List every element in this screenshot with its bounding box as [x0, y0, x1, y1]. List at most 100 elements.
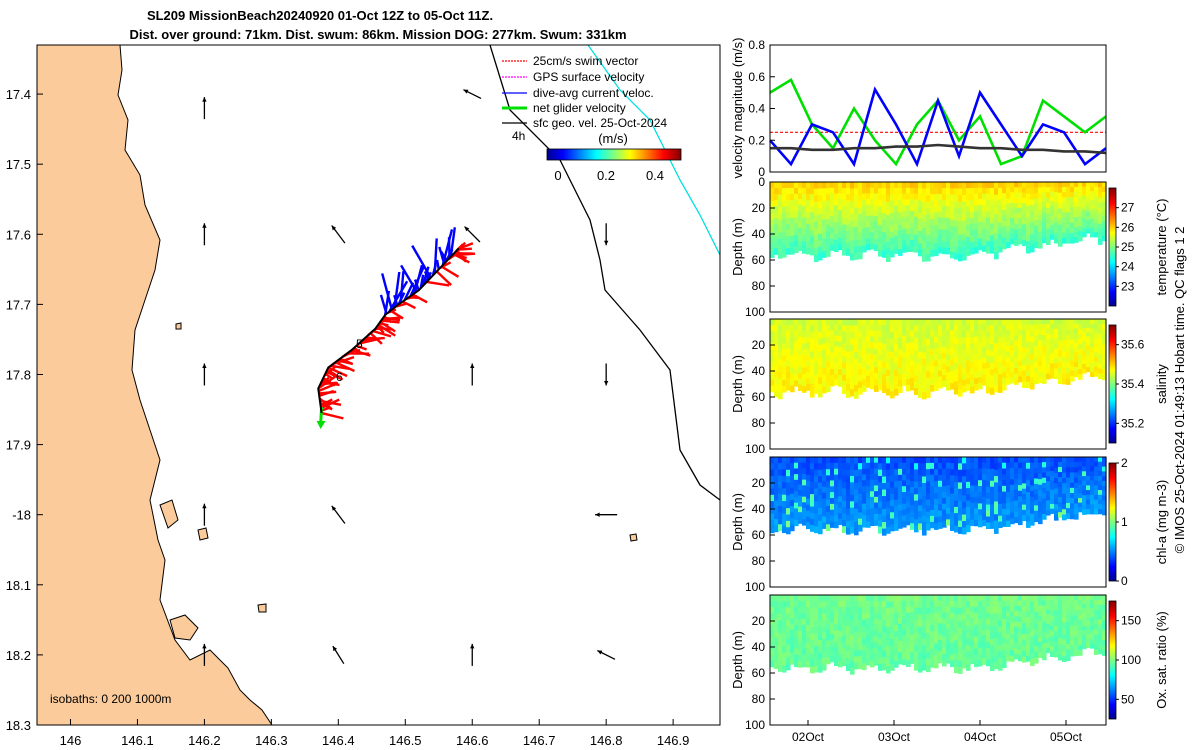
section-cell — [794, 462, 799, 470]
section-cell — [1026, 633, 1031, 640]
section-cell — [1046, 213, 1051, 219]
swim-vector — [440, 265, 460, 278]
section-cell — [798, 637, 803, 644]
section-cell — [922, 372, 927, 380]
section-cell — [786, 212, 791, 219]
map-x-ticks: 146 146.1 146.2 146.3 146.4 146.5 146.6 146.7 14… — [60, 719, 689, 748]
dive-avg-vector — [440, 250, 448, 262]
section-cell — [838, 462, 843, 469]
section-cell — [770, 207, 775, 214]
section-cell — [878, 607, 883, 615]
section-cell — [1098, 358, 1103, 365]
section-cell — [986, 606, 991, 614]
section-cell — [902, 346, 907, 353]
section-cell — [866, 480, 871, 487]
section-cell — [818, 377, 823, 385]
section-cell — [790, 487, 795, 495]
section-cell — [1030, 216, 1035, 224]
section-cell — [918, 206, 923, 214]
section-cell — [934, 336, 939, 344]
section-cell — [878, 319, 883, 326]
section-cell — [1098, 197, 1103, 204]
section-cell — [934, 613, 939, 620]
section-cell — [846, 601, 851, 609]
section-cell — [1066, 237, 1071, 244]
section-cell — [954, 188, 959, 196]
section-cell — [894, 601, 899, 608]
section-cell — [954, 666, 959, 674]
section-cell — [974, 241, 979, 248]
section-cell — [866, 497, 871, 505]
section-cell — [838, 369, 843, 376]
section-cell — [966, 182, 971, 189]
section-cell — [858, 362, 863, 370]
section-cell — [1098, 508, 1103, 515]
section-cell — [838, 210, 843, 217]
section-cell — [794, 341, 799, 348]
section-cell — [822, 663, 827, 671]
section-cell — [926, 646, 931, 653]
section-cell — [1098, 648, 1103, 655]
section-cell — [886, 526, 891, 534]
map-x-tick-label: 146.1 — [121, 733, 154, 748]
section-cell — [942, 247, 947, 255]
section-cell — [870, 193, 875, 200]
section-cell — [854, 214, 859, 222]
section-cell — [798, 360, 803, 368]
section-cell — [814, 646, 819, 654]
section-cell — [970, 355, 975, 363]
section-cell — [1074, 605, 1079, 611]
section-cell — [1026, 319, 1031, 326]
swim-vector — [355, 344, 368, 351]
section-cell — [1090, 494, 1095, 501]
section-cell — [826, 595, 831, 602]
section-cell — [1054, 333, 1059, 340]
footer-credit: © IMOS 25-Oct-2024 01:49:13 Hobart time.… — [1172, 227, 1187, 554]
section-cell — [1090, 200, 1095, 206]
section-cell — [906, 372, 911, 380]
section-cell — [898, 474, 903, 482]
section-cell — [1010, 473, 1015, 480]
section-cell — [966, 663, 971, 671]
section-cell — [1062, 600, 1067, 607]
section-cell — [790, 373, 795, 381]
section-cell — [814, 595, 819, 603]
section-cell — [1070, 508, 1075, 515]
section-cell — [814, 463, 819, 471]
section-cell — [1030, 462, 1035, 469]
section-cell — [1010, 633, 1015, 640]
section-cell — [982, 646, 987, 654]
section-cell — [810, 230, 815, 238]
section-cell — [810, 383, 815, 392]
section-cell — [858, 375, 863, 383]
section-cell — [1002, 378, 1007, 385]
section-cell — [786, 348, 791, 356]
section-cell — [826, 355, 831, 362]
section-cell — [870, 204, 875, 211]
section-cell — [818, 633, 823, 641]
section-cell — [834, 210, 839, 218]
section-cell — [818, 595, 823, 603]
section-cell — [1070, 370, 1075, 377]
section-cell — [994, 514, 999, 522]
section-cell — [910, 612, 915, 619]
section-cell — [1046, 368, 1051, 375]
section-cell — [938, 359, 943, 366]
section-cell — [906, 600, 911, 608]
section-colorbar — [1108, 600, 1117, 720]
section-cell — [1006, 611, 1011, 618]
section-cell — [1034, 623, 1039, 630]
section-cell — [1058, 182, 1063, 188]
section-cell — [958, 376, 963, 384]
coastline-land — [37, 45, 273, 725]
section-cell — [770, 244, 775, 252]
section-cell — [778, 645, 783, 653]
section-cell — [962, 319, 967, 326]
section-cell — [1006, 378, 1011, 385]
section-cell — [858, 487, 863, 495]
section-cell — [1058, 649, 1063, 656]
section-cell — [846, 508, 851, 516]
section-cell — [906, 606, 911, 614]
section-cell — [950, 238, 955, 246]
section-axes-box — [769, 181, 1107, 313]
